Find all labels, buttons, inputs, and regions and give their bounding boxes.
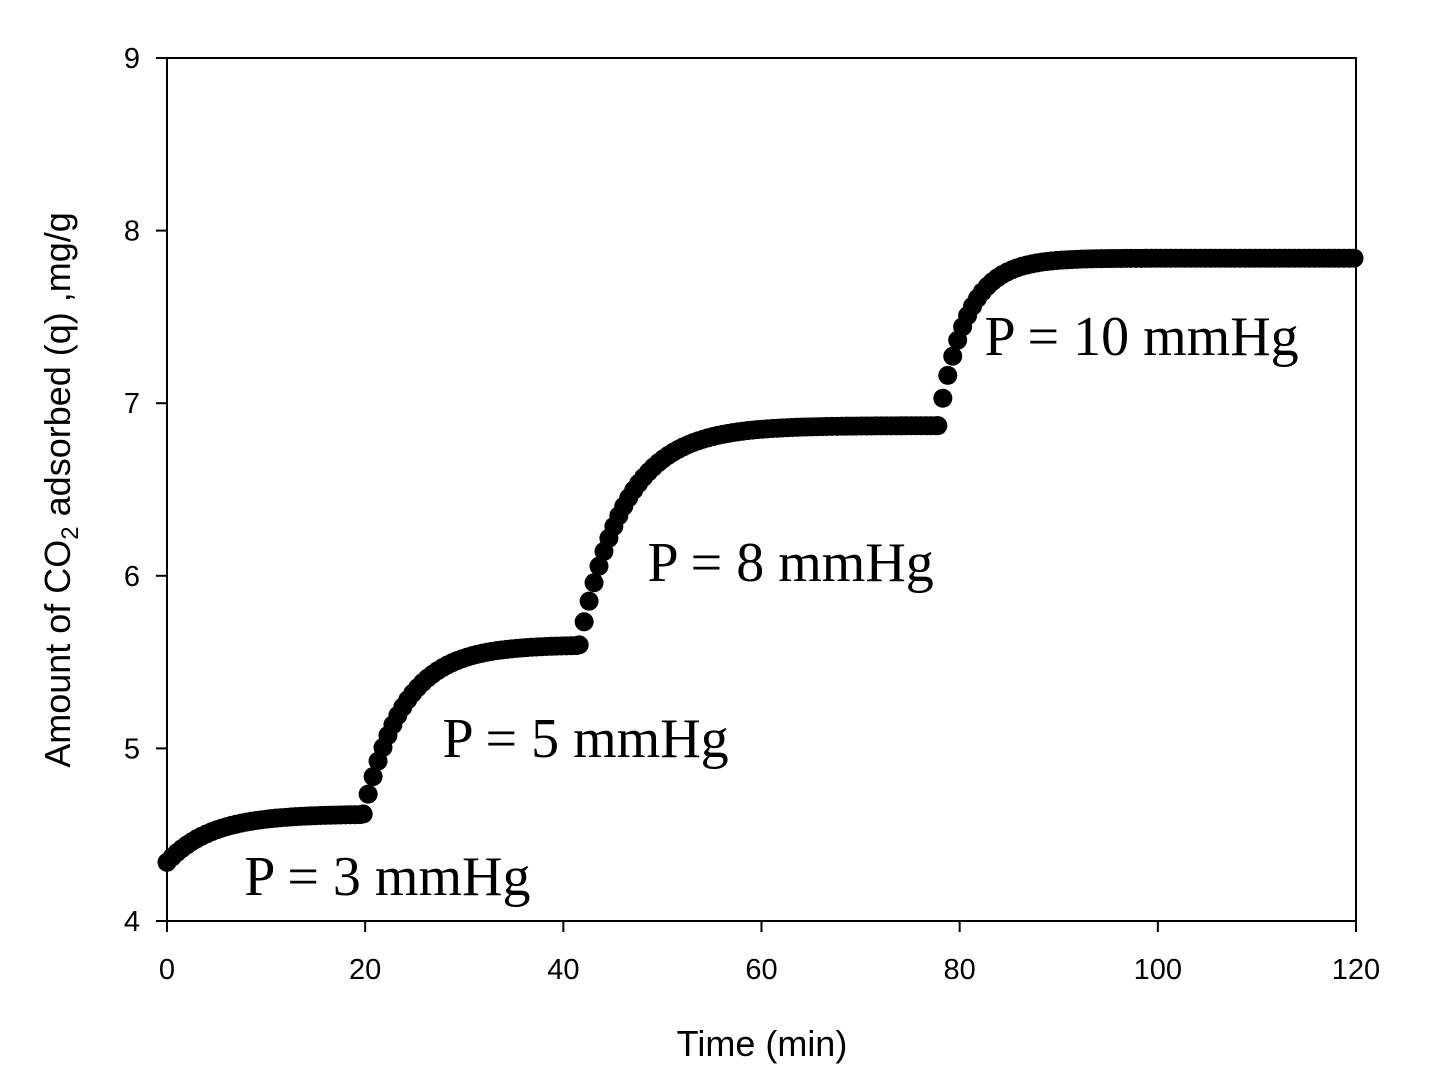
x-tick-label: 40 (547, 954, 579, 986)
plot-frame (166, 57, 1357, 922)
data-point (928, 416, 948, 436)
y-tick-label: 9 (124, 43, 140, 75)
y-axis-title: Amount of CO2 adsorbed (q) ,mg/g (37, 212, 84, 768)
data-point (574, 612, 594, 632)
y-axis: 4 5 6 7 8 9 (124, 43, 167, 938)
x-tick-label: 20 (349, 954, 381, 986)
data-point (933, 388, 953, 408)
y-axis-title-subscript: 2 (57, 526, 84, 539)
pressure-annotation: P = 8 mmHg (648, 532, 934, 594)
y-tick-label: 5 (124, 733, 140, 765)
x-axis-title: Time (min) (677, 1023, 848, 1064)
pressure-annotation: P = 10 mmHg (984, 306, 1298, 368)
y-tick-label: 8 (124, 216, 140, 248)
data-point (943, 346, 963, 366)
data-point (589, 556, 609, 576)
adsorption-series (157, 248, 1364, 872)
pressure-annotations: P = 3 mmHg P = 5 mmHg P = 8 mmHg P = 10 mmH… (244, 306, 1298, 908)
pressure-annotation: P = 5 mmHg (442, 708, 728, 770)
data-point (1344, 248, 1364, 268)
data-point (569, 635, 589, 655)
y-axis-title-prefix: Amount of CO (37, 540, 78, 768)
data-point (363, 767, 383, 787)
x-tick-label: 60 (745, 954, 777, 986)
x-tick-label: 80 (944, 954, 976, 986)
x-tick-label: 100 (1134, 954, 1182, 986)
x-tick-label: 0 (159, 954, 175, 986)
y-tick-label: 4 (124, 906, 140, 938)
data-point (358, 784, 378, 804)
x-tick-label: 120 (1332, 954, 1380, 986)
data-point (584, 573, 604, 593)
y-axis-title-suffix: adsorbed (q) ,mg/g (37, 212, 78, 526)
y-tick-label: 7 (124, 388, 140, 420)
data-point (353, 804, 373, 824)
y-tick-label: 6 (124, 561, 140, 593)
data-point (938, 365, 958, 385)
pressure-annotation: P = 3 mmHg (244, 846, 530, 908)
data-point (579, 591, 599, 611)
x-axis: 0 20 40 60 80 100 120 (159, 921, 1380, 986)
